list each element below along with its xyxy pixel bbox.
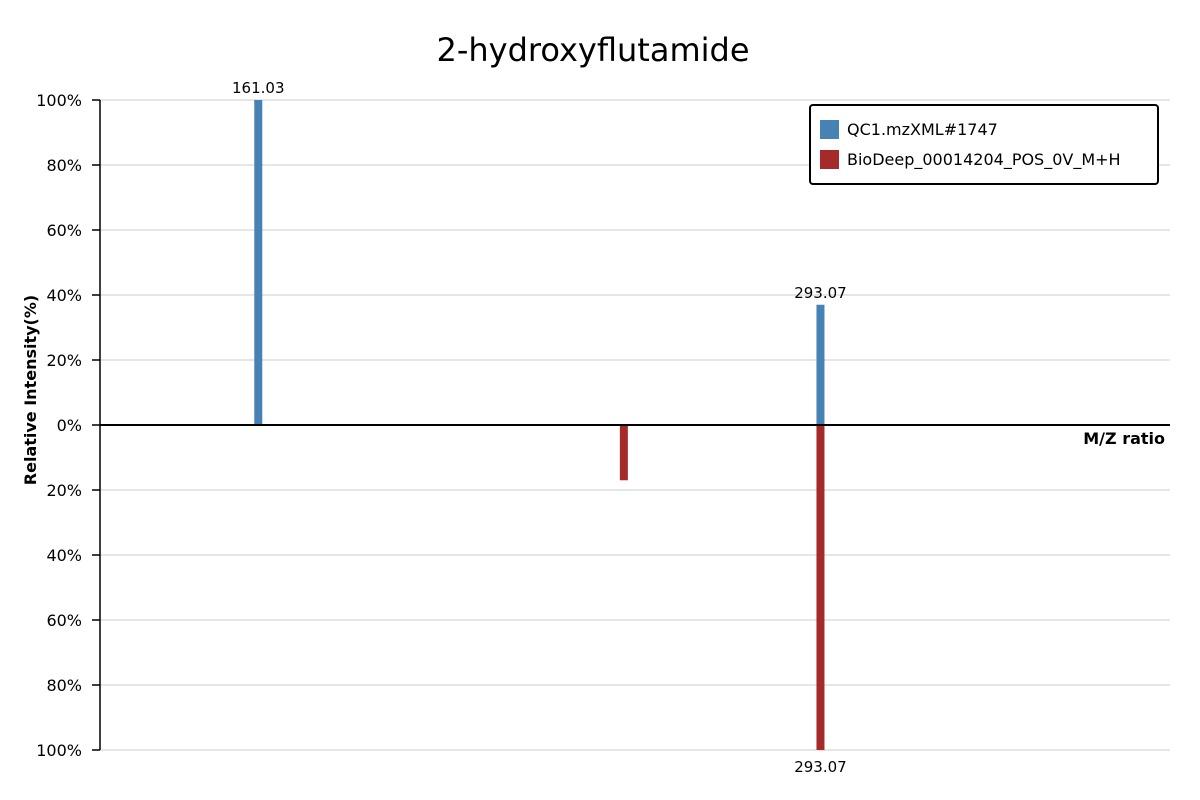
y-axis-title: Relative Intensity(%) [21, 295, 40, 485]
y-tick-label: 40% [46, 546, 82, 565]
spectrum-peak-bar [816, 304, 825, 425]
legend-label-biodeep: BioDeep_00014204_POS_0V_M+H [847, 150, 1121, 170]
y-tick-label: 20% [46, 351, 82, 370]
y-tick-label: 0% [57, 416, 82, 435]
label-layer: 161.03 293.07 293.07 [232, 79, 847, 776]
y-tick-label: 100% [36, 91, 82, 110]
legend-swatch-biodeep [820, 150, 839, 169]
legend-label-qc1: QC1.mzXML#1747 [847, 120, 998, 139]
chart-title: 2-hydroxyflutamide [436, 31, 749, 69]
y-tick-label: 60% [46, 611, 82, 630]
peak-label: 161.03 [232, 79, 285, 97]
peak-label: 293.07 [794, 758, 847, 776]
legend-swatch-qc1 [820, 120, 839, 139]
spectrum-peak-bar [619, 425, 628, 481]
spectrum-peak-bar [254, 100, 263, 425]
axis-layer: 100% 80% 60% 40% 20% 0% 20% 40% 60% 80% 100% [36, 91, 1170, 760]
y-tick-label: 80% [46, 676, 82, 695]
grid-layer [100, 99, 1170, 751]
spectrum-peak-bar [816, 425, 825, 750]
y-tick-label: 40% [46, 286, 82, 305]
y-tick-label: 80% [46, 156, 82, 175]
x-axis-title: M/Z ratio [1083, 429, 1165, 448]
y-tick-label: 100% [36, 741, 82, 760]
bar-layer [254, 100, 825, 750]
y-tick-label: 60% [46, 221, 82, 240]
legend-box [809, 104, 1159, 185]
y-tick-label: 20% [46, 481, 82, 500]
legend: QC1.mzXML#1747 BioDeep_00014204_POS_0V_M… [809, 104, 1159, 185]
peak-label: 293.07 [794, 284, 847, 302]
